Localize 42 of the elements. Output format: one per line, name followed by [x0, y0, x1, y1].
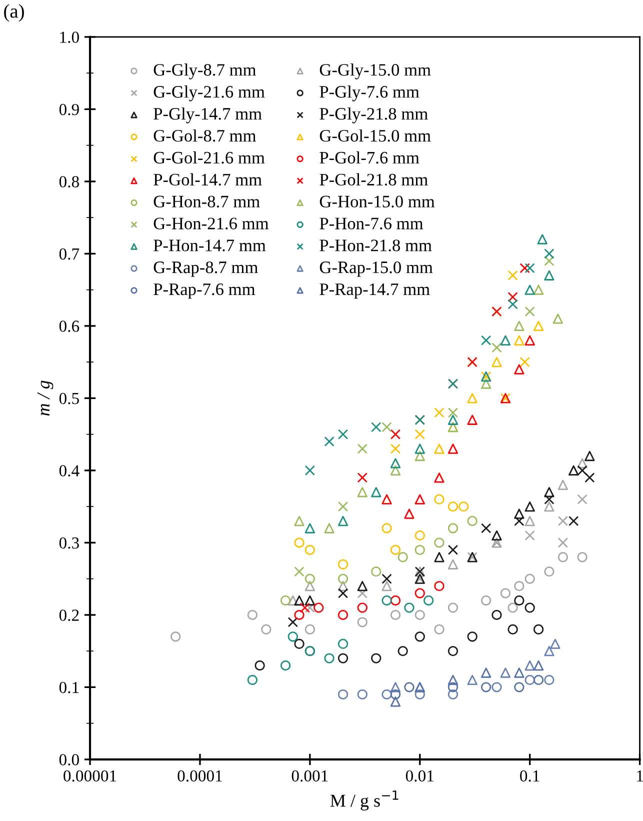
- legend-label: G-Gly-8.7 mm: [154, 64, 256, 80]
- x-axis-title: M / g s$^{−1}$: [330, 790, 398, 811]
- y-tick-label: 0.6: [59, 320, 80, 332]
- y-tick-label: 0.4: [59, 465, 80, 476]
- y-tick-label: 0.0: [59, 754, 79, 766]
- y-tick-label: 0.7: [59, 248, 80, 260]
- y-axis-title: m / g: [37, 380, 54, 416]
- legend-label: P-Hon-7.6 mm: [320, 218, 424, 230]
- y-tick-label: 1.0: [60, 32, 79, 43]
- legend-label: P-Gol-7.6 mm: [320, 151, 420, 164]
- legend-label: G-Rap-8.7 mm: [154, 262, 258, 277]
- y-tick-label: 0.2: [59, 610, 79, 621]
- legend-label: P-Hon-21.8 mm: [320, 240, 432, 252]
- legend-label: P-Gly-14.7 mm: [154, 107, 262, 124]
- legend-label: G-Gly-21.6 mm: [154, 85, 265, 102]
- legend-label: G-Gol-21.6 mm: [154, 151, 265, 164]
- text: (a): [4, 4, 24, 22]
- y-tick-label: 0.8: [59, 176, 79, 188]
- x-tick-label: 0.1: [520, 770, 540, 782]
- legend-label: P-Rap-14.7 mm: [320, 284, 430, 299]
- legend-label: P-Rap-7.6 mm: [154, 283, 256, 299]
- legend-label: P-Gly-7.6 mm: [320, 85, 420, 102]
- y-tick-label: 0.9: [59, 104, 79, 116]
- y-tick-label: 0.3: [59, 537, 79, 549]
- x-tick-label: 0.00001: [64, 770, 116, 782]
- y-tick-label: 0.5: [59, 392, 79, 404]
- x-tick-label: 1: [637, 770, 643, 782]
- legend-label: P-Gol-14.7 mm: [154, 173, 262, 186]
- x-tick-label: 0.001: [292, 770, 328, 782]
- y-tick-label: 0.1: [59, 682, 79, 694]
- legend-label: P-Gly-21.8 mm: [320, 107, 428, 124]
- x-tick-label: 0.0001: [178, 770, 222, 782]
- x-tick-label: 0.01: [406, 770, 434, 782]
- legend-label: G-Gol-15.0 mm: [320, 129, 431, 142]
- legend-label: P-Gol-21.8 mm: [320, 173, 428, 186]
- legend-label: G-Rap-15.0 mm: [320, 262, 433, 277]
- legend-label: G-Hon-8.7 mm: [154, 196, 260, 208]
- legend-label: P-Hon-14.7 mm: [154, 240, 266, 252]
- legend-label: G-Hon-21.6 mm: [154, 218, 269, 230]
- legend-label: G-Gly-15.0 mm: [320, 64, 431, 80]
- legend-label: G-Hon-15.0 mm: [320, 196, 435, 208]
- legend-label: G-Gol-8.7 mm: [154, 129, 256, 142]
